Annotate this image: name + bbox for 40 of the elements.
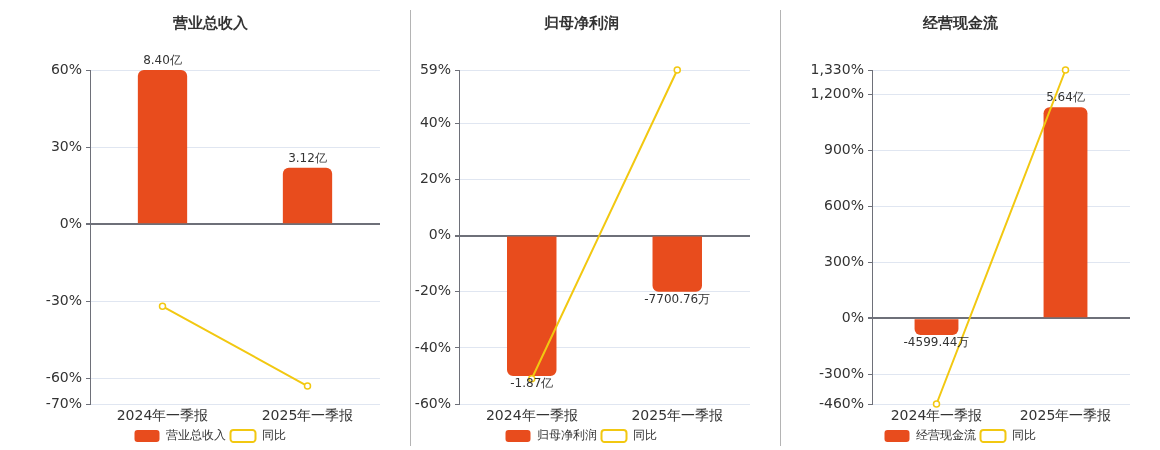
- annotation: -1.87亿: [510, 376, 554, 391]
- y-tick-label: -20%: [414, 282, 451, 299]
- legend-label: 营业总收入: [165, 428, 226, 443]
- x-tick-label: 2024年一季报: [485, 407, 578, 424]
- annotation: 8.40亿: [143, 53, 182, 68]
- y-tick-label: 30%: [50, 137, 82, 154]
- legend-label: 同比: [632, 428, 657, 443]
- y-tick-label: 20%: [419, 170, 451, 187]
- legend-label: 同比: [261, 428, 286, 443]
- y-tick-label: 40%: [419, 113, 451, 130]
- y-tick-label: 60%: [50, 60, 82, 77]
- legend-label: 同比: [1011, 428, 1036, 443]
- x-tick-label: 2024年一季报: [116, 407, 209, 424]
- y-tick-label: 900%: [823, 140, 864, 157]
- chart-title: 归母净利润: [542, 13, 619, 32]
- y-tick-label: 0%: [841, 308, 864, 325]
- annotation: -7700.76万: [644, 291, 711, 306]
- legend-label: 归母净利润: [536, 428, 597, 443]
- y-tick-label: 600%: [823, 196, 864, 213]
- y-tick-label: 1,200%: [810, 84, 864, 101]
- y-tick-label: -40%: [414, 338, 451, 355]
- y-tick-label: -60%: [45, 368, 82, 385]
- x-tick-label: 2024年一季报: [890, 407, 983, 424]
- x-tick-label: 2025年一季报: [1019, 407, 1112, 424]
- y-tick-label: 0%: [59, 214, 82, 231]
- legend-label: 经营现金流: [915, 428, 976, 443]
- y-tick-label: -300%: [818, 364, 864, 381]
- y-tick-label: 300%: [823, 252, 864, 269]
- y-tick-label: 59%: [419, 60, 451, 77]
- x-tick-label: 2025年一季报: [261, 407, 354, 424]
- y-tick-label: -60%: [414, 394, 451, 411]
- y-tick-label: -460%: [818, 394, 864, 411]
- y-tick-label: -30%: [45, 291, 82, 308]
- annotation: 3.12亿: [288, 150, 327, 165]
- y-tick-label: 1,330%: [810, 60, 864, 77]
- x-tick-label: 2025年一季报: [631, 407, 724, 424]
- y-tick-label: -70%: [45, 394, 82, 411]
- chart-title: 经营现金流: [921, 13, 999, 32]
- chart-title: 营业总收入: [171, 13, 249, 32]
- y-tick-label: 0%: [428, 226, 451, 243]
